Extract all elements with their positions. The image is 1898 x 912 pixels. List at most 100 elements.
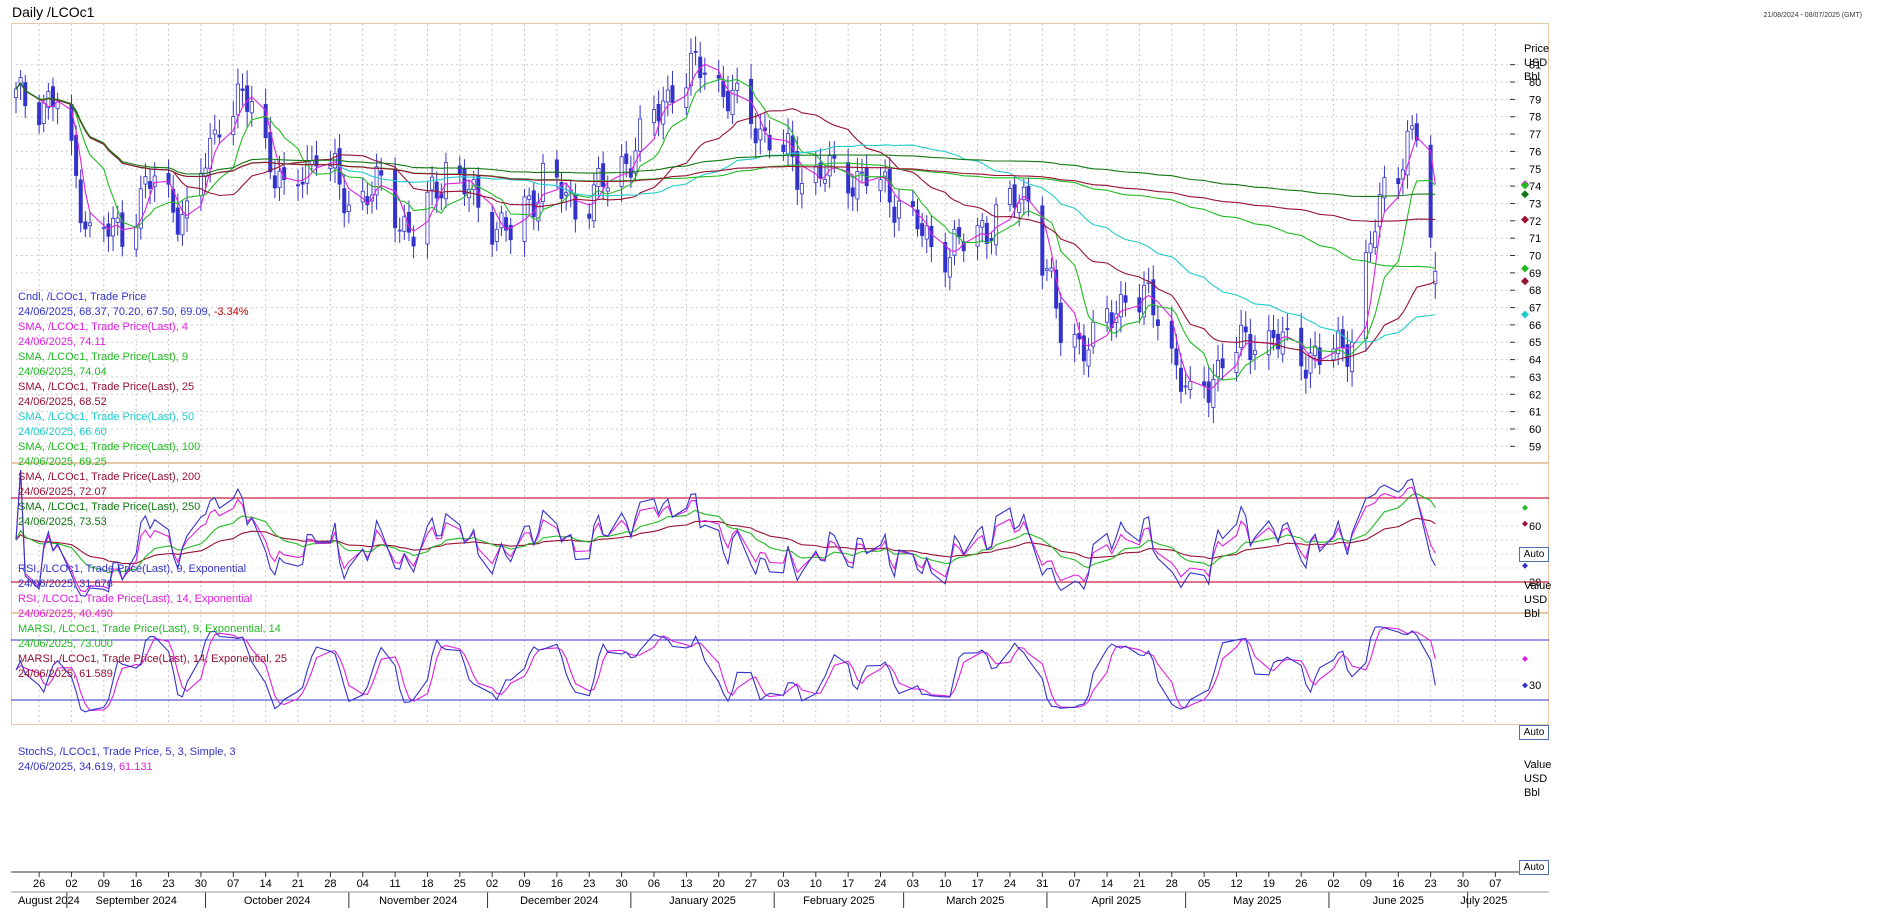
price-panel[interactable] <box>11 23 1549 463</box>
candle-body <box>50 86 55 108</box>
candle-body <box>1211 379 1216 408</box>
sma-200-line <box>15 82 1436 222</box>
candle-body <box>74 134 79 176</box>
time-tick-label: 13 <box>680 878 692 890</box>
candle-body <box>897 200 902 219</box>
candle-body <box>1155 319 1160 326</box>
candle-body <box>693 50 698 53</box>
candle-body <box>272 175 277 189</box>
price-tick-label: 80 <box>1529 77 1541 89</box>
candle-body <box>504 217 509 231</box>
stoch-auto-button[interactable]: Auto <box>1519 860 1549 875</box>
candle-body <box>494 228 499 242</box>
price-legend: Cndl, /LCOc1, Trade Price 24/06/2025, 68… <box>18 290 249 530</box>
candle-body <box>490 212 495 245</box>
rsi-14-line <box>15 469 1436 593</box>
rsi-9-line <box>15 469 1436 597</box>
price-tick-label: 74 <box>1529 181 1541 193</box>
candle-body <box>541 162 546 202</box>
stoch-d-line <box>15 626 1436 711</box>
candle-body <box>1308 352 1313 374</box>
time-tick-label: 16 <box>130 878 142 890</box>
axis-title-line: USD <box>1524 594 1548 606</box>
candle-body <box>1086 349 1091 367</box>
legend-value: 24/06/2025, 68.52 <box>18 396 107 408</box>
chart-title: Daily /LCOc1 <box>12 4 95 20</box>
price-tick-label: 78 <box>1529 112 1541 124</box>
time-tick-label: 09 <box>518 878 530 890</box>
month-label: January 2025 <box>669 895 736 907</box>
candle-body <box>397 229 402 232</box>
candle-body <box>1303 369 1308 379</box>
legend-name: MARSI, /LCOc1, Trade Price(Last), 14, Ex… <box>18 653 288 665</box>
candle-body <box>148 181 153 189</box>
time-tick-label: 21 <box>1133 878 1145 890</box>
candle-body <box>138 188 143 229</box>
candle-body <box>924 225 929 240</box>
time-tick-label: 03 <box>777 878 789 890</box>
candle-body <box>1373 231 1378 248</box>
legend-value: 24/06/2025, 40.490 <box>18 608 113 620</box>
candle-body <box>115 217 120 223</box>
sma-50-marker <box>1521 310 1529 319</box>
candle-body <box>1248 334 1253 361</box>
axis-title-line: Bbl <box>1524 608 1540 620</box>
time-tick-label: 02 <box>1327 878 1339 890</box>
rsi-axis-title: Value USD Bbl <box>1524 579 1551 621</box>
price-auto-button[interactable]: Auto <box>1519 547 1549 562</box>
legend-entry: 24/06/2025, 68.37, 70.20, 67.50, 69.09, … <box>18 305 249 320</box>
candle-body <box>846 162 851 194</box>
candle-body <box>605 187 610 192</box>
month-label: August 2024 <box>18 895 80 907</box>
candle-body <box>1091 321 1096 347</box>
candle-body <box>1058 302 1063 343</box>
legend-name: SMA, /LCOc1, Trade Price(Last), 250 <box>18 501 201 513</box>
axis-title-line: USD <box>1524 57 1548 69</box>
time-tick-label: 02 <box>486 878 498 890</box>
candle-body <box>823 179 828 184</box>
sma-100-marker <box>1521 264 1529 273</box>
legend-name: SMA, /LCOc1, Trade Price(Last), 9 <box>18 351 188 363</box>
candle-body <box>1280 331 1285 355</box>
month-label: November 2024 <box>379 895 457 907</box>
candle-body <box>1405 130 1410 176</box>
time-tick-label: 30 <box>195 878 207 890</box>
price-tick-label: 64 <box>1529 355 1541 367</box>
time-tick-label: 30 <box>615 878 627 890</box>
stoch-k-marker <box>1522 682 1528 689</box>
candle-body <box>564 192 569 196</box>
time-tick-label: 09 <box>98 878 110 890</box>
axis-title-line: Bbl <box>1524 71 1540 83</box>
month-label: March 2025 <box>946 895 1004 907</box>
legend-entry: Cndl, /LCOc1, Trade Price <box>18 290 249 305</box>
candle-body <box>1331 348 1336 361</box>
candle-body <box>1044 268 1049 271</box>
candle-body <box>832 154 837 159</box>
candle-body <box>716 75 721 79</box>
time-tick-label: 14 <box>1101 878 1113 890</box>
rsi-auto-button[interactable]: Auto <box>1519 725 1549 740</box>
price-tick-label: 77 <box>1529 129 1541 141</box>
candle-body <box>781 144 786 153</box>
time-tick-label: 18 <box>421 878 433 890</box>
time-tick-label: 07 <box>227 878 239 890</box>
candle-body <box>23 82 28 107</box>
candle-body <box>656 103 661 122</box>
candle-body <box>1252 350 1257 355</box>
candle-body <box>374 166 379 196</box>
time-tick-label: 11 <box>389 878 400 890</box>
candle-body <box>18 77 23 86</box>
rsi-tick-label: 60 <box>1529 521 1541 533</box>
candle-body <box>1179 367 1184 392</box>
time-tick-label: 17 <box>971 878 983 890</box>
candle-body <box>1396 178 1401 185</box>
time-tick-label: 04 <box>357 878 369 890</box>
legend-value: 24/06/2025, 73.53 <box>18 516 107 528</box>
candle-body <box>314 155 319 167</box>
candle-body <box>263 103 268 139</box>
time-tick-label: 27 <box>745 878 757 890</box>
candle-body <box>240 88 245 91</box>
candle-body <box>943 241 948 273</box>
candle-body <box>217 134 222 138</box>
time-tick-label: 17 <box>842 878 854 890</box>
